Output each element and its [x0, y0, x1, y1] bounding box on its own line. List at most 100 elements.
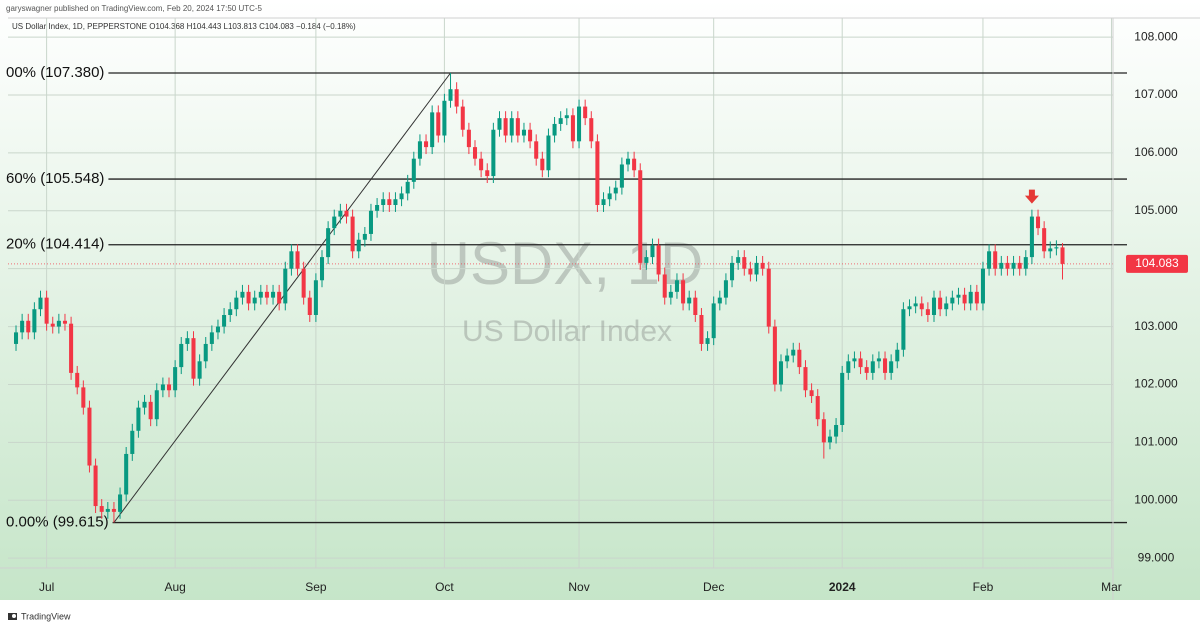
- candle-body: [111, 508, 116, 512]
- candle-body: [1023, 257, 1028, 269]
- candle-body: [166, 384, 172, 391]
- candle-body: [883, 358, 888, 373]
- candle-body: [93, 465, 98, 507]
- candle-body: [283, 268, 288, 304]
- candle-body: [852, 358, 857, 362]
- candle-body: [809, 390, 814, 397]
- candle-body: [699, 315, 704, 344]
- candle-body: [980, 268, 985, 304]
- candle-body: [264, 291, 269, 298]
- candle-body: [760, 262, 765, 269]
- candle-body: [448, 89, 453, 101]
- candle-body: [748, 268, 753, 275]
- y-tick-label: 102.000: [1134, 377, 1178, 391]
- candle-body: [668, 291, 673, 298]
- fib-label: 0.00% (99.615): [6, 514, 109, 531]
- candle-body: [528, 129, 533, 142]
- watermark-subtitle: US Dollar Index: [462, 315, 672, 348]
- candle-body: [1017, 262, 1022, 269]
- candle-body: [785, 355, 790, 362]
- trend-line: [113, 72, 451, 523]
- y-tick-label: 107.000: [1134, 87, 1178, 101]
- candle-body: [301, 268, 306, 298]
- candle-body: [840, 372, 845, 425]
- candle-body: [350, 216, 355, 252]
- candle-body: [858, 358, 863, 368]
- candle-body: [472, 147, 478, 159]
- candle-body: [62, 320, 67, 324]
- y-tick-label: 108.000: [1134, 29, 1178, 43]
- candle-body: [791, 349, 796, 356]
- x-tick-label: Aug: [164, 580, 185, 594]
- fib-label: 20% (104.414): [6, 236, 104, 253]
- candle-body: [846, 361, 851, 373]
- candle-body: [993, 251, 998, 269]
- candle-body: [160, 384, 165, 391]
- candle-body: [803, 367, 808, 391]
- candle-body: [185, 338, 190, 344]
- candle-body: [319, 257, 325, 281]
- candle-body: [521, 129, 526, 136]
- candle-body: [570, 115, 575, 142]
- candle-body: [130, 430, 135, 454]
- fib-label: 60% (105.548): [6, 170, 104, 187]
- candle-body: [864, 367, 869, 373]
- candle-body: [730, 262, 735, 281]
- footer-brand: TradingView: [21, 611, 71, 621]
- candle-body: [197, 361, 202, 379]
- candle-body: [491, 129, 496, 177]
- candle-body: [118, 494, 123, 512]
- candle-body: [203, 343, 208, 362]
- candle-body: [987, 251, 992, 269]
- candle-body: [87, 407, 92, 466]
- candle-body: [901, 309, 906, 350]
- candle-body: [356, 239, 361, 252]
- candle-body: [32, 309, 37, 333]
- candle-body: [277, 291, 282, 304]
- legend: US Dollar Index, 1D, PEPPERSTONE O104.36…: [12, 22, 356, 31]
- candle-body: [405, 181, 410, 194]
- candle-body: [632, 158, 637, 171]
- candle-body: [577, 106, 582, 142]
- candle-body: [962, 294, 967, 304]
- candle-body: [919, 303, 924, 310]
- candle-body: [681, 280, 686, 304]
- candle-body: [148, 401, 153, 420]
- candle-body: [705, 338, 710, 344]
- candle-body: [821, 419, 826, 443]
- candle-body: [950, 297, 955, 304]
- candle-body: [136, 407, 141, 431]
- plot-layer: 00% (107.380) 60% (105.548) 20% (104.414) 0…: [6, 18, 1127, 568]
- candle-body: [834, 425, 839, 437]
- y-tick-label: 106.000: [1134, 145, 1178, 159]
- candle-body: [338, 210, 343, 217]
- candle-body: [124, 453, 129, 495]
- candle-body: [1011, 262, 1016, 269]
- candle-body: [215, 326, 220, 333]
- candle-body: [595, 141, 600, 205]
- candle-body: [191, 338, 196, 379]
- candle-body: [436, 112, 441, 136]
- candle-body: [870, 361, 875, 373]
- candle-body: [173, 367, 178, 391]
- candle-body: [613, 187, 618, 194]
- candle-body: [546, 135, 551, 171]
- candle-body: [38, 297, 43, 310]
- candle-body: [876, 358, 881, 362]
- candle-body: [332, 216, 337, 229]
- candle-body: [44, 297, 49, 324]
- candle-body: [313, 280, 318, 315]
- candle-body: [589, 118, 594, 142]
- candle-body: [20, 320, 25, 333]
- candle-body: [344, 210, 349, 217]
- candle-body: [815, 396, 820, 420]
- candle-body: [797, 349, 802, 368]
- candle-body: [540, 158, 545, 171]
- last-price-box: [1126, 254, 1188, 273]
- candle-body: [326, 228, 331, 258]
- candle-body: [693, 297, 698, 315]
- candle-body: [638, 170, 643, 263]
- candle-body: [925, 309, 930, 315]
- arrow-annotation: [1024, 189, 1039, 204]
